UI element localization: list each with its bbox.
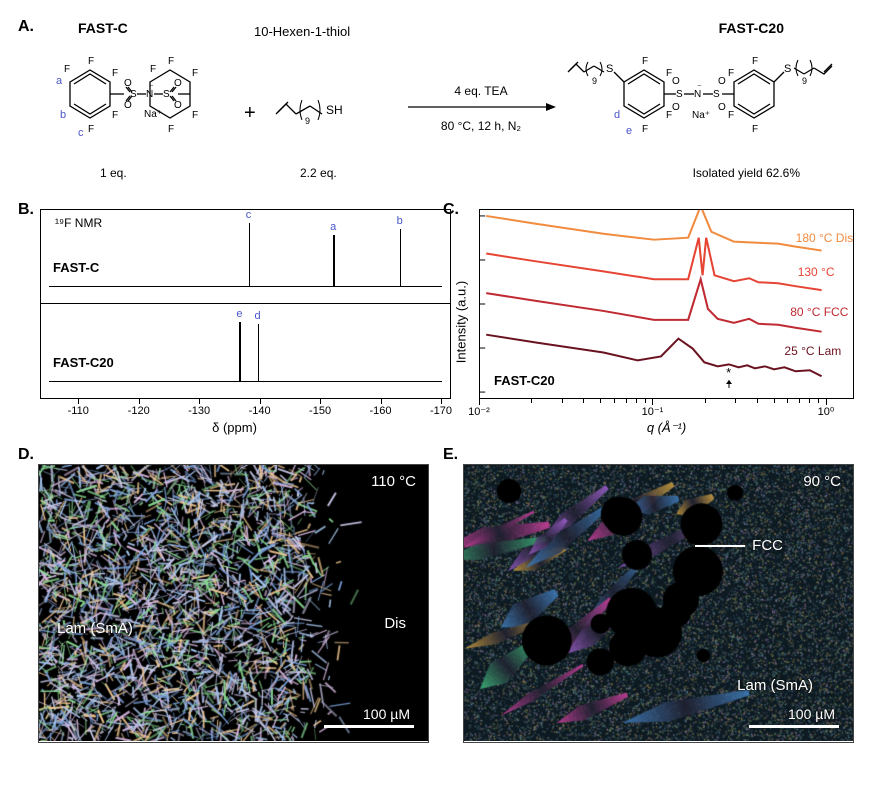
panel-a: A. FAST-C FFF FFb OO (18, 18, 854, 193)
svg-text:c: c (78, 127, 84, 139)
panel-d: D. 110 °C Lam (SmA) Dis 100 µM (18, 448, 429, 743)
svg-text:O: O (174, 78, 182, 89)
arrow-bottom-text: 80 °C, 12 h, N₂ (406, 119, 556, 135)
product-name: FAST-C20 (719, 20, 784, 36)
panel-e-label: E. (443, 446, 458, 464)
svg-text:F: F (752, 56, 758, 67)
svg-text:S: S (163, 89, 170, 100)
svg-text:O: O (718, 102, 726, 113)
product-structure: 9 S FF FF S OO N ⁻ (566, 42, 856, 162)
d-scale-label: 100 µM (363, 706, 410, 722)
svg-text:e: e (626, 125, 632, 137)
svg-text:S: S (130, 89, 137, 100)
svg-text:S: S (713, 89, 720, 100)
svg-text:F: F (728, 68, 734, 79)
row-bc: B. ¹⁹F NMR FAST-C cab FAST-C20 ed δ (ppm… (18, 205, 854, 440)
svg-text:O: O (174, 100, 182, 111)
thiol-eq: 2.2 eq. (300, 166, 337, 180)
svg-text:F: F (88, 56, 94, 67)
panel-b-label: B. (18, 201, 34, 219)
svg-text:F: F (192, 110, 198, 121)
micrograph-e: 90 °C FCC Lam (SmA) 100 µM (463, 464, 854, 743)
micrograph-d: 110 °C Lam (SmA) Dis 100 µM (38, 464, 429, 743)
plus-sign: + (244, 102, 256, 125)
svg-text:O: O (672, 102, 680, 113)
saxs-plot: FAST-C20 180 °C Dis130 °C80 °C FCC25 °C … (479, 209, 854, 399)
svg-text:a: a (56, 75, 63, 87)
d-scalebar (324, 725, 414, 728)
reactant-name: FAST-C (78, 20, 128, 36)
svg-text:F: F (752, 124, 758, 135)
saxs-ylabel: Intensity (a.u.) (454, 281, 469, 363)
svg-text:F: F (112, 110, 118, 121)
svg-text:S: S (676, 89, 683, 100)
svg-text:SH: SH (326, 103, 343, 117)
arrow-top-text: 4 eq. TEA (406, 84, 556, 100)
svg-text:F: F (192, 68, 198, 79)
e-temp: 90 °C (803, 473, 841, 490)
svg-text:F: F (168, 56, 174, 67)
thiol-structure: 9 SH (272, 88, 392, 138)
svg-text:F: F (642, 56, 648, 67)
nmr-bot-name: FAST-C20 (53, 355, 114, 370)
reaction-scheme: FAST-C FFF FFb OO S (18, 18, 854, 193)
saxs-asterisk: * (726, 365, 731, 380)
svg-text:d: d (614, 109, 620, 121)
nmr-top-name: FAST-C (53, 260, 99, 275)
nmr-top-trace: ¹⁹F NMR FAST-C cab (41, 210, 450, 304)
reactant-structure: FFF FFb OO S N S OO (40, 42, 220, 162)
svg-text:F: F (88, 124, 94, 135)
saxs-sample-name: FAST-C20 (494, 373, 555, 388)
svg-text:Na⁺: Na⁺ (692, 110, 710, 121)
reactant-eq: 1 eq. (100, 166, 127, 180)
svg-text:⁻: ⁻ (697, 82, 702, 92)
svg-text:O: O (124, 100, 132, 111)
panel-d-label: D. (18, 446, 34, 464)
saxs-xlabel: q (Å⁻¹) (647, 420, 686, 436)
product-yield: Isolated yield 62.6% (693, 166, 800, 180)
svg-text:9: 9 (305, 116, 310, 126)
svg-text:F: F (728, 110, 734, 121)
svg-text:9: 9 (802, 76, 807, 86)
svg-text:O: O (718, 76, 726, 87)
nmr-bot-trace: FAST-C20 ed (41, 304, 450, 398)
nmr-xlabel: δ (ppm) (212, 420, 257, 435)
panel-c: C. Intensity (a.u.) FAST-C20 180 °C Dis1… (443, 205, 854, 440)
svg-text:F: F (168, 124, 174, 135)
svg-text:F: F (64, 64, 70, 75)
svg-text:9: 9 (592, 76, 597, 86)
svg-text:S: S (606, 63, 613, 75)
e-scale-label: 100 µM (788, 706, 835, 722)
row-de: D. 110 °C Lam (SmA) Dis 100 µM E. 90 °C … (18, 448, 854, 743)
thiol-name: 10-Hexen-1-thiol (254, 24, 350, 39)
e-scalebar (749, 725, 839, 728)
reaction-arrow: 4 eq. TEA 80 °C, 12 h, N₂ (406, 84, 556, 134)
e-phase-fcc: FCC (752, 537, 783, 554)
e-phase-lam: Lam (SmA) (737, 677, 813, 694)
panel-c-label: C. (443, 201, 459, 219)
nmr-plot: ¹⁹F NMR FAST-C cab FAST-C20 ed (40, 209, 451, 399)
nmr-xaxis: δ (ppm) -110-120-130-140-150-160-170 (40, 399, 429, 435)
panel-b: B. ¹⁹F NMR FAST-C cab FAST-C20 ed δ (ppm… (18, 205, 429, 440)
figure-root: A. FAST-C FFF FFb OO (18, 18, 854, 743)
svg-text:⁻: ⁻ (149, 82, 154, 92)
saxs-xaxis: q (Å⁻¹) 10⁻²10⁻¹10⁰ (479, 399, 854, 435)
svg-text:F: F (112, 68, 118, 79)
d-temp: 110 °C (371, 473, 416, 490)
svg-text:F: F (642, 124, 648, 135)
d-phase-left: Lam (SmA) (57, 620, 133, 637)
d-phase-right: Dis (384, 615, 406, 632)
svg-text:O: O (672, 76, 680, 87)
svg-text:F: F (150, 64, 156, 75)
svg-text:b: b (60, 109, 66, 121)
nmr-nucleus: ¹⁹F NMR (55, 216, 102, 230)
svg-text:S: S (784, 63, 791, 75)
panel-e: E. 90 °C FCC Lam (SmA) 100 µM (443, 448, 854, 743)
svg-text:Na⁺: Na⁺ (144, 109, 162, 120)
